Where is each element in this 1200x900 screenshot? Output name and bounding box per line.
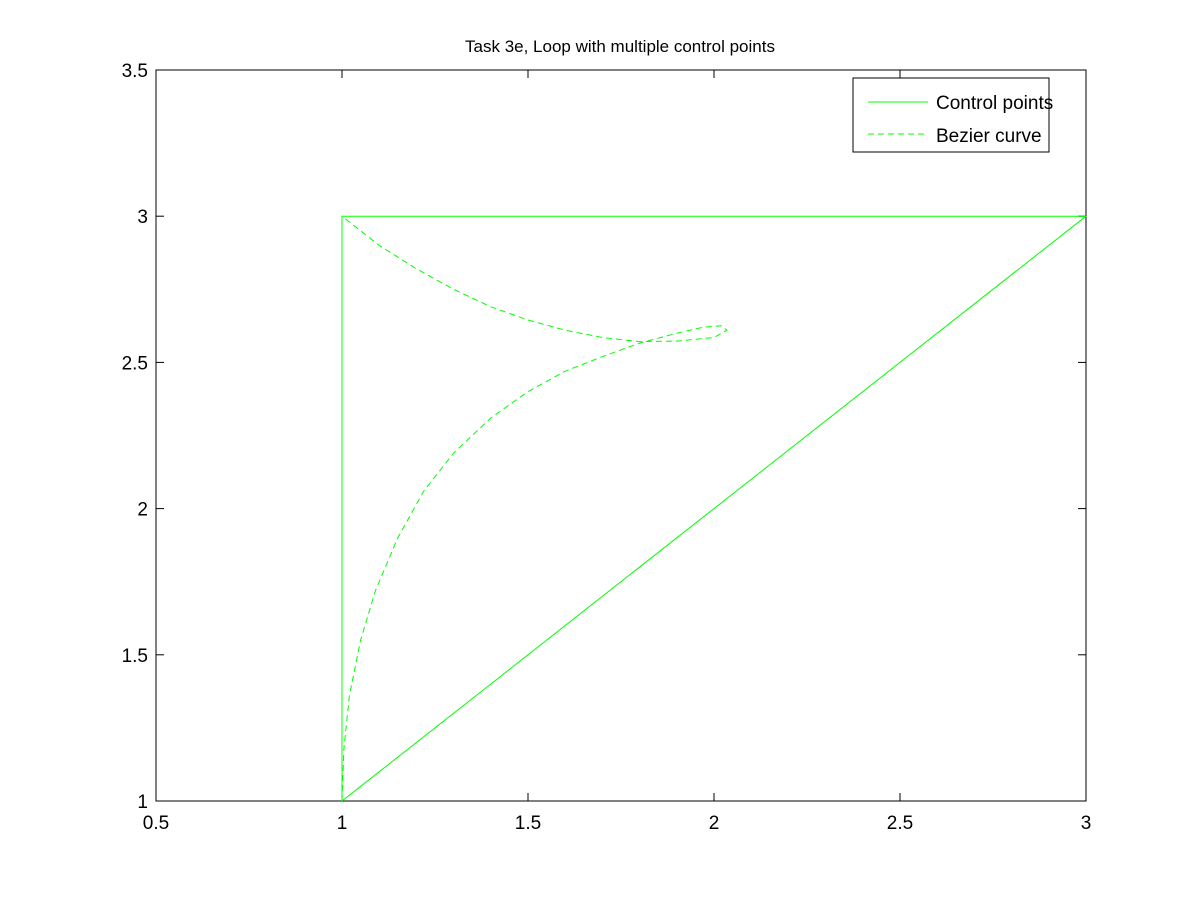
y-tick-label: 1 [137,792,148,813]
x-tick-label: 2.5 [887,813,913,834]
x-tick-label: 3 [1081,813,1092,834]
chart-title: Task 3e, Loop with multiple control poin… [465,37,775,56]
legend: Control points Bezier curve [852,77,1053,153]
legend-label-control-points: Control points [936,93,1053,114]
axis-ticks: 0.5 1 1.5 2 2.5 311.522.533.5 [122,61,1092,834]
plot-area [155,69,1087,802]
bezier-curve-line [341,215,728,802]
x-tick-label: 1 [337,813,348,834]
x-tick-label: 2 [709,813,720,834]
y-tick-label: 2 [137,500,148,521]
control-points-line [341,215,1087,802]
y-tick-label: 3 [137,207,148,228]
x-tick-label: 1.5 [515,813,541,834]
y-tick-label: 2.5 [122,353,148,374]
legend-box [852,77,1050,153]
plot-series [341,215,1087,802]
x-tick-label: 0.5 [143,813,169,834]
y-tick-label: 1.5 [122,646,148,667]
legend-label-bezier-curve: Bezier curve [936,126,1042,147]
y-tick-label: 3.5 [122,61,148,82]
